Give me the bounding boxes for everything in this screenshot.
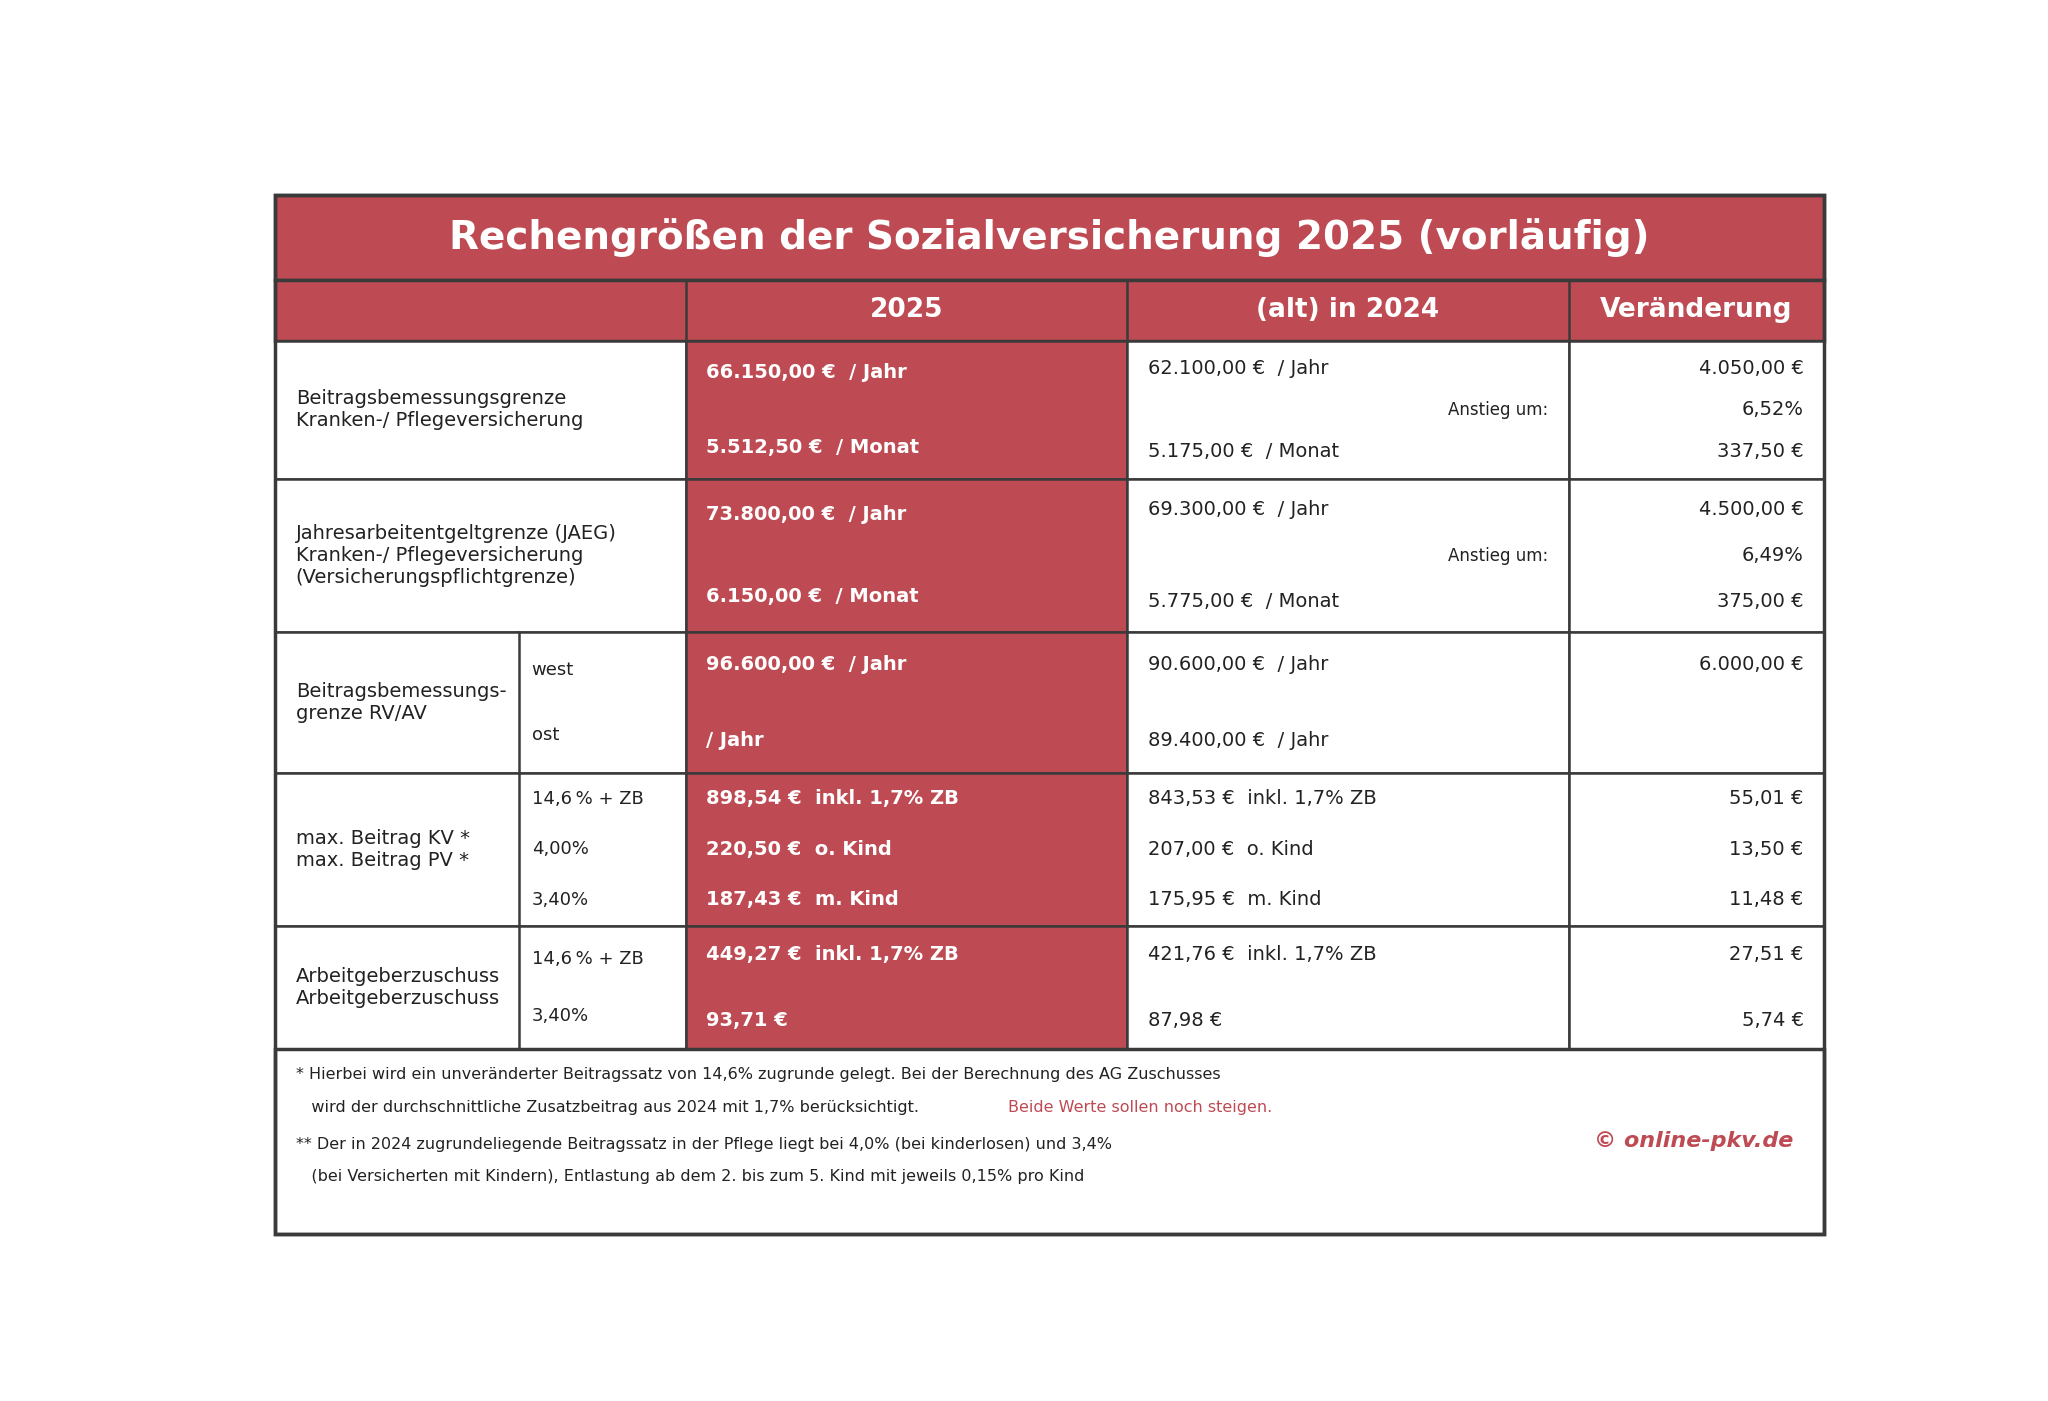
Text: 4,00%: 4,00% <box>532 841 588 859</box>
FancyBboxPatch shape <box>686 773 1126 926</box>
Text: 5.775,00 €  / Monat: 5.775,00 € / Monat <box>1147 591 1339 611</box>
Text: 13,50 €: 13,50 € <box>1729 839 1804 859</box>
Text: 69.300,00 €  / Jahr: 69.300,00 € / Jahr <box>1147 500 1329 520</box>
FancyBboxPatch shape <box>274 1049 1825 1234</box>
FancyBboxPatch shape <box>1569 340 1825 479</box>
Text: * Hierbei wird ein unveränderter Beitragssatz von 14,6% zugrunde gelegt. Bei der: * Hierbei wird ein unveränderter Beitrag… <box>295 1068 1221 1083</box>
Text: / Jahr: / Jahr <box>707 731 764 750</box>
Text: 5,74 €: 5,74 € <box>1741 1012 1804 1030</box>
Text: Anstieg um:: Anstieg um: <box>1448 401 1548 419</box>
Text: Anstieg um:: Anstieg um: <box>1448 546 1548 565</box>
Text: Beide Werte sollen noch steigen.: Beide Werte sollen noch steigen. <box>1008 1100 1272 1115</box>
FancyBboxPatch shape <box>1126 632 1569 773</box>
FancyBboxPatch shape <box>274 280 1825 340</box>
Text: Arbeitgeberzuschuss
Arbeitgeberzuschuss: Arbeitgeberzuschuss Arbeitgeberzuschuss <box>295 967 500 1007</box>
Text: 6.000,00 €: 6.000,00 € <box>1700 654 1804 674</box>
Text: 3,40%: 3,40% <box>532 891 590 909</box>
Text: max. Beitrag KV *
max. Beitrag PV *: max. Beitrag KV * max. Beitrag PV * <box>295 829 469 870</box>
Text: 220,50 €  o. Kind: 220,50 € o. Kind <box>707 839 893 859</box>
FancyBboxPatch shape <box>686 479 1126 632</box>
Text: 337,50 €: 337,50 € <box>1716 441 1804 461</box>
Text: Jahresarbeitentgeltgrenze (JAEG)
Kranken-/ Pflegeversicherung
(Versicherungspfli: Jahresarbeitentgeltgrenze (JAEG) Kranken… <box>295 524 616 587</box>
Text: 843,53 €  inkl. 1,7% ZB: 843,53 € inkl. 1,7% ZB <box>1147 789 1376 808</box>
Text: 3,40%: 3,40% <box>532 1007 590 1024</box>
FancyBboxPatch shape <box>274 340 686 479</box>
FancyBboxPatch shape <box>274 195 1825 280</box>
Text: 5.175,00 €  / Monat: 5.175,00 € / Monat <box>1147 441 1339 461</box>
Text: 898,54 €  inkl. 1,7% ZB: 898,54 € inkl. 1,7% ZB <box>707 789 958 808</box>
FancyBboxPatch shape <box>1126 926 1569 1049</box>
Text: 14,6 % + ZB: 14,6 % + ZB <box>532 790 643 808</box>
Text: 87,98 €: 87,98 € <box>1147 1012 1223 1030</box>
FancyBboxPatch shape <box>686 340 1126 479</box>
Text: ost: ost <box>532 726 559 744</box>
Text: Beitragsbemessungs-
grenze RV/AV: Beitragsbemessungs- grenze RV/AV <box>295 682 506 723</box>
FancyBboxPatch shape <box>1569 632 1825 773</box>
Text: (bei Versicherten mit Kindern), Entlastung ab dem 2. bis zum 5. Kind mit jeweils: (bei Versicherten mit Kindern), Entlastu… <box>295 1170 1083 1184</box>
Text: 62.100,00 €  / Jahr: 62.100,00 € / Jahr <box>1147 359 1329 378</box>
FancyBboxPatch shape <box>686 632 1126 773</box>
Text: 90.600,00 €  / Jahr: 90.600,00 € / Jahr <box>1147 654 1327 674</box>
FancyBboxPatch shape <box>686 926 1126 1049</box>
Text: 66.150,00 €  / Jahr: 66.150,00 € / Jahr <box>707 363 907 382</box>
FancyBboxPatch shape <box>1126 479 1569 632</box>
FancyBboxPatch shape <box>1569 479 1825 632</box>
Text: 421,76 €  inkl. 1,7% ZB: 421,76 € inkl. 1,7% ZB <box>1147 944 1376 964</box>
FancyBboxPatch shape <box>1126 340 1569 479</box>
Text: 375,00 €: 375,00 € <box>1716 591 1804 611</box>
Text: 6,49%: 6,49% <box>1741 546 1804 565</box>
Text: 5.512,50 €  / Monat: 5.512,50 € / Monat <box>707 437 920 457</box>
Text: wird der durchschnittliche Zusatzbeitrag aus 2024 mit 1,7% berücksichtigt.: wird der durchschnittliche Zusatzbeitrag… <box>295 1100 924 1115</box>
Text: 89.400,00 €  / Jahr: 89.400,00 € / Jahr <box>1147 731 1329 750</box>
FancyBboxPatch shape <box>1569 926 1825 1049</box>
Text: Veränderung: Veränderung <box>1599 297 1792 324</box>
Text: 96.600,00 €  / Jahr: 96.600,00 € / Jahr <box>707 654 907 674</box>
FancyBboxPatch shape <box>274 773 686 926</box>
Text: 4.050,00 €: 4.050,00 € <box>1698 359 1804 378</box>
Text: 14,6 % + ZB: 14,6 % + ZB <box>532 950 643 968</box>
Text: 4.500,00 €: 4.500,00 € <box>1698 500 1804 520</box>
FancyBboxPatch shape <box>274 632 686 773</box>
Text: Beitragsbemessungsgrenze
Kranken-/ Pflegeversicherung: Beitragsbemessungsgrenze Kranken-/ Pfleg… <box>295 389 584 430</box>
FancyBboxPatch shape <box>1126 773 1569 926</box>
Text: 27,51 €: 27,51 € <box>1729 944 1804 964</box>
Text: 2025: 2025 <box>870 297 942 324</box>
Text: 73.800,00 €  / Jahr: 73.800,00 € / Jahr <box>707 504 907 524</box>
Text: © online-pkv.de: © online-pkv.de <box>1593 1132 1794 1152</box>
Text: 6.150,00 €  / Monat: 6.150,00 € / Monat <box>707 587 920 607</box>
Text: Rechengrößen der Sozialversicherung 2025 (vorläufig): Rechengrößen der Sozialversicherung 2025… <box>449 219 1651 258</box>
FancyBboxPatch shape <box>1569 773 1825 926</box>
FancyBboxPatch shape <box>274 479 686 632</box>
Text: 55,01 €: 55,01 € <box>1729 789 1804 808</box>
Text: 187,43 €  m. Kind: 187,43 € m. Kind <box>707 890 899 909</box>
Text: 207,00 €  o. Kind: 207,00 € o. Kind <box>1147 839 1313 859</box>
Text: (alt) in 2024: (alt) in 2024 <box>1255 297 1440 324</box>
Text: west: west <box>532 661 573 679</box>
Text: 6,52%: 6,52% <box>1741 401 1804 419</box>
Text: 93,71 €: 93,71 € <box>707 1012 788 1030</box>
Text: 449,27 €  inkl. 1,7% ZB: 449,27 € inkl. 1,7% ZB <box>707 944 958 964</box>
FancyBboxPatch shape <box>274 926 686 1049</box>
Text: ** Der in 2024 zugrundeliegende Beitragssatz in der Pflege liegt bei 4,0% (bei k: ** Der in 2024 zugrundeliegende Beitrags… <box>295 1138 1112 1152</box>
Text: 175,95 €  m. Kind: 175,95 € m. Kind <box>1147 890 1321 909</box>
Text: 11,48 €: 11,48 € <box>1729 890 1804 909</box>
